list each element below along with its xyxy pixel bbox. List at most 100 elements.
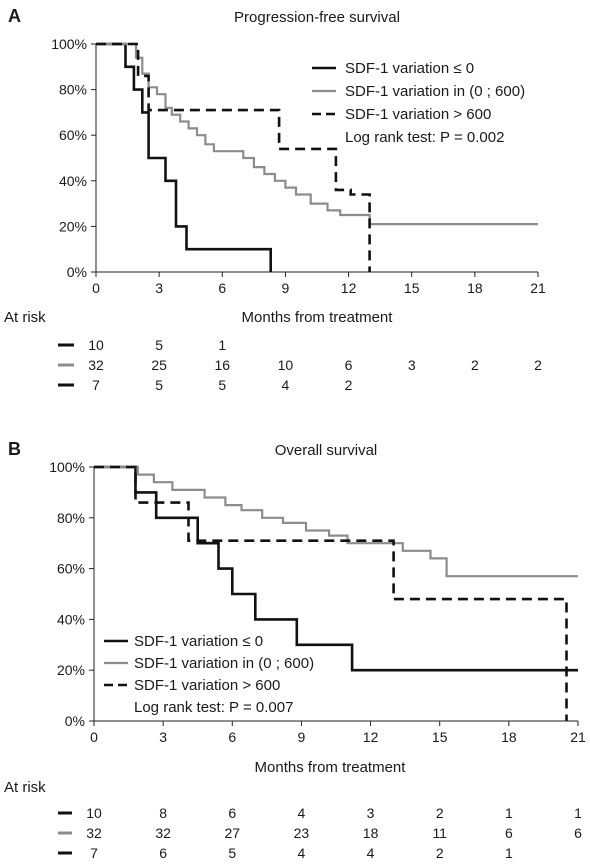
- panel-a-title: Progression-free survival: [234, 9, 400, 26]
- at-risk-count-le0-5: 2: [436, 805, 444, 821]
- at-risk-count-gt600-2: 5: [218, 377, 226, 393]
- x-tick-label-3: 3: [155, 280, 163, 296]
- panel-a-legend: SDF-1 variation ≤ 0 SDF-1 variation in (…: [312, 60, 525, 146]
- y-tick-label-80: 80%: [59, 82, 87, 98]
- at-risk-count-mid-2: 27: [224, 825, 240, 841]
- legend-label-le0: SDF-1 variation ≤ 0: [134, 633, 263, 650]
- at-risk-count-gt600-2: 5: [228, 845, 236, 861]
- at-risk-count-le0-2: 6: [228, 805, 236, 821]
- at-risk-count-mid-7: 2: [534, 357, 542, 373]
- x-tick-label-6: 6: [218, 280, 226, 296]
- log-rank-annotation: Log rank test: P = 0.007: [134, 699, 293, 716]
- at-risk-count-mid-2: 16: [214, 357, 230, 373]
- y-tick-label-0: 0%: [65, 713, 85, 729]
- panel-b-legend: SDF-1 variation ≤ 0 SDF-1 variation in (…: [104, 633, 314, 716]
- survival-curve-le0: [94, 465, 578, 672]
- x-tick-label-21: 21: [530, 280, 546, 296]
- at-risk-count-le0-0: 10: [86, 805, 102, 821]
- x-tick-label-0: 0: [92, 280, 100, 296]
- y-tick-label-100: 100%: [49, 459, 85, 475]
- at-risk-count-mid-7: 6: [574, 825, 582, 841]
- log-rank-annotation: Log rank test: P = 0.002: [345, 129, 504, 146]
- panel-b-ticks: 0 3 6 9 12 15 18 21 0% 20% 40% 60% 80% 100%: [49, 459, 586, 745]
- legend-label-gt600: SDF-1 variation > 600: [345, 106, 491, 123]
- at-risk-count-mid-6: 6: [505, 825, 513, 841]
- at-risk-count-gt600-3: 4: [282, 377, 290, 393]
- at-risk-count-mid-4: 18: [363, 825, 379, 841]
- at-risk-label: At risk: [4, 779, 46, 796]
- at-risk-count-gt600-1: 6: [159, 845, 167, 861]
- at-risk-count-mid-1: 32: [155, 825, 171, 841]
- at-risk-count-mid-3: 10: [278, 357, 294, 373]
- panel-a-xlabel: Months from treatment: [242, 309, 394, 326]
- at-risk-count-le0-7: 1: [574, 805, 582, 821]
- panel-b-letter: B: [8, 439, 21, 459]
- x-tick-label-6: 6: [228, 729, 236, 745]
- panel-a-axes: [95, 44, 538, 273]
- x-tick-label-18: 18: [501, 729, 517, 745]
- at-risk-count-gt600-1: 5: [155, 377, 163, 393]
- y-tick-label-60: 60%: [59, 127, 87, 143]
- y-tick-label-80: 80%: [57, 510, 85, 526]
- at-risk-count-gt600-5: 2: [436, 845, 444, 861]
- survival-curve-mid: [94, 465, 578, 578]
- at-risk-label: At risk: [4, 309, 46, 326]
- y-tick-label-20: 20%: [57, 662, 85, 678]
- at-risk-count-mid-0: 32: [86, 825, 102, 841]
- panel-b-title: Overall survival: [275, 442, 378, 459]
- survival-curve-mid: [96, 42, 538, 226]
- x-tick-label-12: 12: [363, 729, 379, 745]
- at-risk-count-mid-0: 32: [88, 357, 104, 373]
- at-risk-count-le0-1: 5: [155, 337, 163, 353]
- at-risk-count-mid-3: 23: [294, 825, 310, 841]
- at-risk-count-gt600-4: 2: [345, 377, 353, 393]
- y-tick-label-60: 60%: [57, 561, 85, 577]
- y-tick-label-40: 40%: [57, 611, 85, 627]
- panel-b-xlabel: Months from treatment: [255, 759, 407, 776]
- survival-curve-le0: [96, 42, 273, 272]
- at-risk-count-mid-5: 11: [432, 825, 447, 841]
- x-tick-label-21: 21: [570, 729, 586, 745]
- legend-label-mid: SDF-1 variation in (0 ; 600): [134, 655, 314, 672]
- panel-a: A Progression-free survival 0 3 6 9 12 15 18 21…: [4, 6, 546, 393]
- legend-label-le0: SDF-1 variation ≤ 0: [345, 60, 474, 77]
- at-risk-count-mid-1: 25: [151, 357, 167, 373]
- x-tick-label-9: 9: [298, 729, 306, 745]
- at-risk-count-gt600-4: 4: [367, 845, 375, 861]
- at-risk-count-le0-0: 10: [88, 337, 104, 353]
- panel-a-at-risk-table: 10 5 132 25 16 10 6 3 2 27 5 5 4 2: [58, 337, 542, 393]
- at-risk-count-gt600-6: 1: [505, 845, 513, 861]
- x-tick-label-15: 15: [432, 729, 448, 745]
- panel-b-curves: [94, 465, 578, 721]
- at-risk-count-gt600-0: 7: [90, 845, 98, 861]
- x-tick-label-12: 12: [341, 280, 357, 296]
- at-risk-count-mid-5: 3: [408, 357, 416, 373]
- at-risk-count-le0-3: 4: [298, 805, 306, 821]
- panel-b: B Overall survival 0 3 6 9 12 15 18 210%20%40%6…: [4, 439, 586, 861]
- x-tick-label-18: 18: [467, 280, 483, 296]
- panel-a-curves: [96, 42, 538, 272]
- legend-label-gt600: SDF-1 variation > 600: [134, 677, 280, 694]
- x-tick-label-0: 0: [90, 729, 98, 745]
- x-tick-label-9: 9: [282, 280, 290, 296]
- survival-curve-gt600: [96, 42, 371, 272]
- y-tick-label-0: 0%: [67, 264, 87, 280]
- at-risk-count-mid-6: 2: [471, 357, 479, 373]
- at-risk-count-le0-4: 3: [367, 805, 375, 821]
- y-tick-label-40: 40%: [59, 173, 87, 189]
- at-risk-count-le0-2: 1: [218, 337, 226, 353]
- panel-b-at-risk-table: 10 8 6 4 3 2 1 132 32 27 23 18 11 6 67 6 5 4 4 2 1: [58, 805, 582, 861]
- survival-curve-gt600: [94, 465, 568, 721]
- x-tick-label-15: 15: [404, 280, 420, 296]
- at-risk-count-gt600-0: 7: [92, 377, 100, 393]
- legend-label-mid: SDF-1 variation in (0 ; 600): [345, 83, 525, 100]
- y-tick-label-100: 100%: [51, 36, 87, 52]
- panel-a-ticks: 0 3 6 9 12 15 18 21 0% 20% 40% 60% 80% 100%: [51, 36, 546, 296]
- panel-b-axes: [93, 467, 578, 722]
- at-risk-count-le0-1: 8: [159, 805, 167, 821]
- y-tick-label-20: 20%: [59, 218, 87, 234]
- panel-a-letter: A: [8, 6, 21, 26]
- at-risk-count-le0-6: 1: [505, 805, 513, 821]
- at-risk-count-gt600-3: 4: [298, 845, 306, 861]
